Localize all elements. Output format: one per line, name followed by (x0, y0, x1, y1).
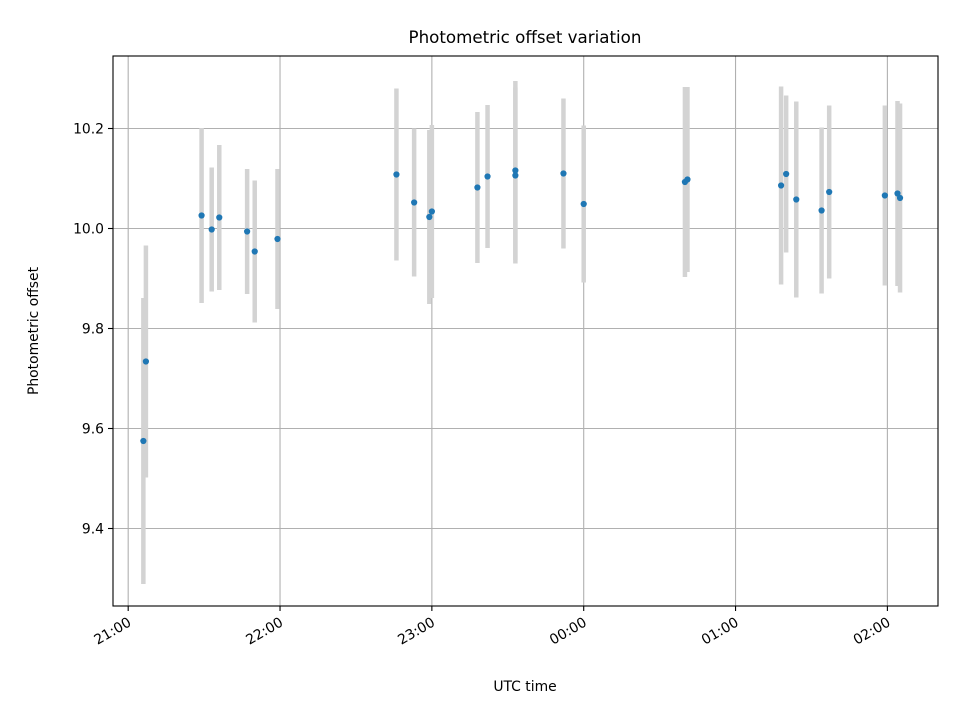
data-point (198, 212, 205, 219)
data-point (560, 170, 567, 177)
data-point (894, 190, 901, 197)
y-tick-label: 10.0 (73, 222, 104, 238)
data-point (426, 213, 433, 221)
y-tick-label: 9.6 (82, 422, 104, 438)
data-point (881, 192, 888, 199)
data-point (208, 226, 215, 233)
data-point (818, 207, 825, 214)
data-point (896, 194, 904, 202)
axes-frame (112, 55, 939, 607)
y-tick-label: 9.4 (82, 522, 104, 538)
data-points (140, 167, 904, 445)
data-point (140, 437, 147, 445)
data-point (274, 235, 281, 243)
data-point (684, 176, 691, 183)
data-point (411, 199, 418, 206)
x-axis-label: UTC time (493, 679, 556, 695)
data-point (428, 208, 435, 215)
chart-title: Photometric offset variation (409, 27, 642, 47)
data-point (393, 171, 400, 178)
data-point (251, 248, 258, 255)
data-point (826, 188, 833, 196)
data-point (142, 358, 149, 365)
data-point (793, 196, 800, 203)
data-point (777, 182, 785, 189)
data-point (216, 214, 223, 221)
data-point (783, 170, 790, 178)
data-point (244, 228, 251, 235)
data-point (512, 167, 519, 174)
y-axis-ticks: 9.4 9.6 9.8 10.0 10.2 (73, 122, 113, 538)
y-axis-label: Photometric offset (26, 266, 42, 395)
data-point (484, 173, 491, 180)
data-point (474, 184, 481, 191)
data-point (580, 200, 587, 208)
data-point (512, 172, 519, 179)
y-tick-label: 10.2 (73, 122, 104, 138)
y-tick-label: 9.8 (82, 322, 104, 338)
